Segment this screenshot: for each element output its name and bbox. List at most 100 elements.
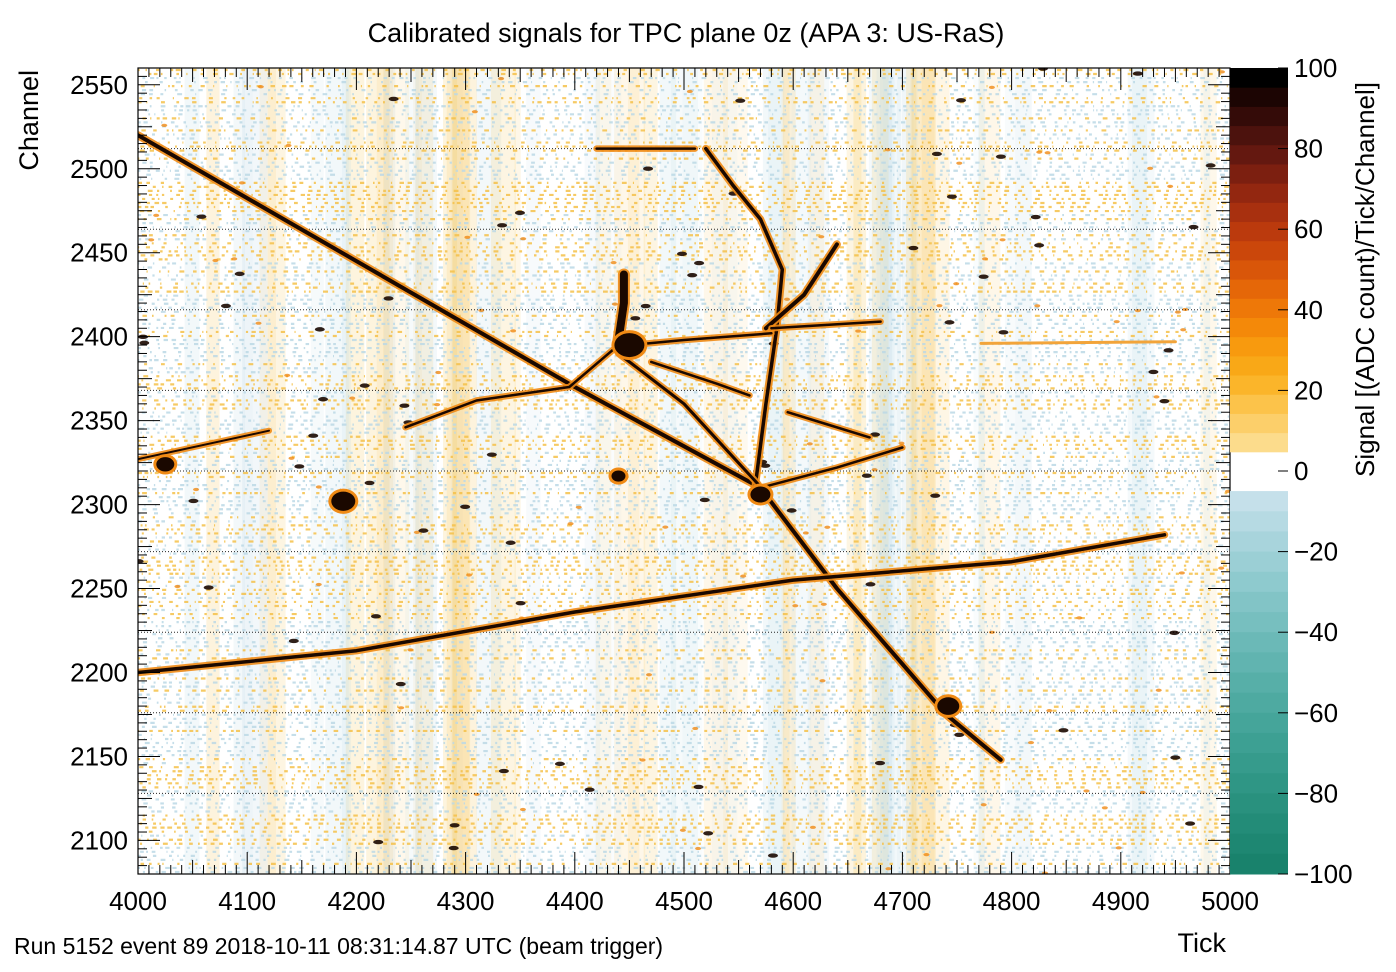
- isolated-hit: [956, 98, 967, 103]
- noise-stripe: [643, 68, 658, 874]
- isolated-hit: [687, 272, 698, 278]
- isolated-hit: [995, 154, 1006, 159]
- isolated-hit: [1038, 68, 1049, 71]
- blob: [156, 457, 175, 472]
- track: [404, 343, 620, 429]
- isolated-hit: [318, 397, 329, 402]
- x-tick-label: 4700: [873, 886, 931, 916]
- x-axis: 4000 4100 4200 4300 4400 4500 4600 4700 4800 4900…: [109, 68, 1259, 916]
- isolated-hit: [692, 726, 699, 731]
- noise-stripe: [206, 68, 220, 874]
- isolated-hit: [1044, 151, 1051, 155]
- colorbar-band: [1230, 632, 1288, 653]
- isolated-hit: [238, 181, 245, 185]
- isolated-hit: [1030, 214, 1041, 220]
- run-info: Run 5152 event 89 2018-10-11 08:31:14.87…: [14, 933, 663, 959]
- colorbar-band: [1230, 712, 1288, 734]
- x-tick-label: 4200: [327, 886, 385, 916]
- colorbar-tick-label: 100: [1294, 53, 1337, 83]
- isolated-hit: [1218, 566, 1225, 570]
- colorbar-tick-label: −20: [1294, 537, 1338, 567]
- track: [763, 242, 839, 331]
- colorbar-band: [1230, 753, 1288, 774]
- isolated-hit: [999, 238, 1006, 242]
- track: [138, 533, 1167, 675]
- colorbar-band: [1230, 612, 1288, 633]
- isolated-hit: [1041, 871, 1048, 874]
- isolated-hit: [695, 846, 702, 851]
- colorbar-band: [1230, 413, 1288, 434]
- isolated-hit: [498, 768, 509, 774]
- isolated-hit: [861, 473, 872, 478]
- colorbar-band: [1230, 163, 1288, 184]
- isolated-hit: [510, 329, 517, 333]
- isolated-hit: [639, 758, 646, 762]
- isolated-hit: [364, 480, 375, 486]
- track: [628, 332, 773, 347]
- blob: [937, 697, 960, 715]
- colorbar-band: [1230, 221, 1288, 242]
- isolated-hit: [1046, 709, 1053, 713]
- colorbar-band: [1230, 773, 1288, 794]
- isolated-hit: [257, 85, 264, 89]
- isolated-hit: [855, 329, 862, 333]
- track: [759, 446, 904, 490]
- isolated-hit: [497, 223, 508, 228]
- colorbar-band: [1230, 336, 1288, 357]
- noise-stripe: [490, 68, 516, 874]
- isolated-hit: [1115, 846, 1122, 850]
- colorbar-band: [1230, 432, 1288, 453]
- blob: [614, 333, 645, 358]
- isolated-hit: [640, 303, 651, 309]
- isolated-hit: [824, 525, 831, 529]
- colorbar-tick-label: 60: [1294, 214, 1323, 244]
- noise-stripe: [526, 68, 541, 874]
- isolated-hit: [1170, 755, 1181, 760]
- track: [786, 410, 871, 439]
- colorbar-band: [1230, 853, 1288, 875]
- isolated-hit: [153, 213, 160, 217]
- colorbar-band: [1230, 394, 1288, 414]
- isolated-hit: [464, 235, 471, 239]
- isolated-hit: [399, 403, 410, 408]
- isolated-hit: [383, 296, 394, 301]
- isolated-hit: [519, 807, 526, 812]
- track: [770, 320, 882, 330]
- colorbar-band: [1230, 813, 1288, 835]
- isolated-hit: [931, 151, 942, 157]
- isolated-hit: [884, 148, 891, 152]
- noise-stripe: [978, 68, 1001, 874]
- isolated-hit: [988, 630, 995, 634]
- isolated-hit: [1034, 304, 1041, 308]
- isolated-hit: [988, 85, 995, 89]
- isolated-hit: [898, 441, 905, 445]
- noise-stripe: [853, 68, 867, 874]
- noise-stripe: [233, 68, 245, 874]
- isolated-hit: [908, 245, 919, 251]
- isolated-hit: [515, 600, 526, 606]
- isolated-hit: [693, 784, 704, 790]
- colorbar-band: [1230, 125, 1288, 146]
- isolated-hit: [498, 77, 505, 81]
- x-tick-label: 4000: [109, 886, 167, 916]
- colorbar-tick-label: 40: [1294, 295, 1323, 325]
- isolated-hit: [395, 681, 406, 687]
- colorbar-band: [1230, 652, 1288, 673]
- x-tick-label: 5000: [1201, 886, 1259, 916]
- isolated-hit: [359, 383, 370, 388]
- colorbar-band: [1230, 87, 1288, 107]
- colorbar-tick-label: 80: [1294, 134, 1323, 164]
- isolated-hit: [875, 760, 886, 766]
- y-tick-label: 2300: [70, 490, 128, 520]
- isolated-hit: [460, 504, 471, 510]
- isolated-hit: [220, 303, 231, 309]
- isolated-hit: [1058, 728, 1069, 733]
- isolated-hit: [998, 330, 1009, 335]
- y-tick-label: 2550: [70, 70, 128, 100]
- isolated-hit: [784, 297, 791, 301]
- plot-area: 4000 4100 4200 4300 4400 4500 4600 4700 4800 4900…: [70, 67, 1259, 916]
- isolated-hit: [567, 522, 574, 526]
- noise-stripe: [383, 68, 396, 874]
- isolated-hit: [677, 251, 688, 257]
- y-tick-label: 2450: [70, 238, 128, 268]
